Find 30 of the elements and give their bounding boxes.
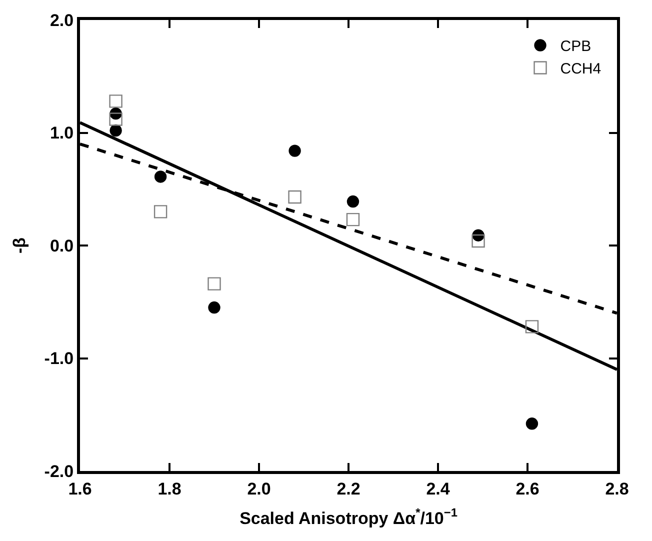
point <box>208 277 221 290</box>
x-tick-label: 2.6 <box>516 479 540 498</box>
point <box>526 418 538 430</box>
point <box>110 124 122 137</box>
point <box>288 190 302 204</box>
x-tick-label: 2.8 <box>605 479 629 498</box>
point <box>154 205 168 218</box>
legend-label: CCH4 <box>560 60 602 78</box>
x-axis-title: Scaled Anisotropy Δα$^{*}$/10$^{−1}$ <box>240 506 458 528</box>
x-tick-label: 2.2 <box>336 479 360 498</box>
x-tick-label: 1.8 <box>158 479 182 498</box>
point <box>472 234 485 248</box>
y-tick-label: 2.0 <box>50 10 74 30</box>
y-tick-label: 0.0 <box>50 236 74 256</box>
point <box>109 94 122 108</box>
y-tick-label: -1.0 <box>44 349 74 368</box>
point <box>154 170 167 183</box>
legend-label: CPB <box>560 38 592 56</box>
point <box>346 195 360 208</box>
point <box>208 301 220 314</box>
point <box>525 320 539 334</box>
point <box>346 212 360 226</box>
y-tick-label: -2.0 <box>44 462 74 481</box>
point <box>288 144 301 157</box>
point <box>109 112 122 126</box>
y-tick-label: 1.0 <box>50 124 74 143</box>
x-tick-label: 2.0 <box>247 479 271 498</box>
y-axis-title: -β <box>10 237 29 254</box>
x-tick-label: 1.6 <box>68 479 92 498</box>
x-tick-label: 2.4 <box>426 479 450 498</box>
